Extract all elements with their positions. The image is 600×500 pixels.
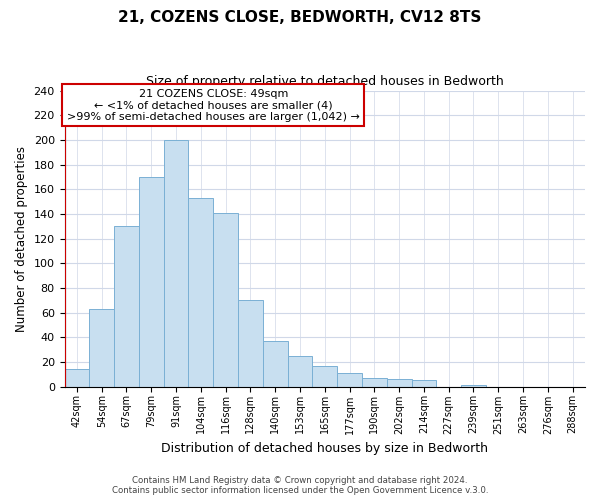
Bar (238, 300, 263, 386)
Bar (114, 226, 139, 386)
Title: Size of property relative to detached houses in Bedworth: Size of property relative to detached ho… (146, 75, 503, 88)
Bar (287, 356, 313, 386)
Bar (139, 177, 164, 386)
Bar (188, 198, 213, 386)
Bar (362, 378, 387, 386)
Text: 21 COZENS CLOSE: 49sqm
← <1% of detached houses are smaller (4)
>99% of semi-det: 21 COZENS CLOSE: 49sqm ← <1% of detached… (67, 89, 359, 122)
Y-axis label: Number of detached properties: Number of detached properties (15, 146, 28, 332)
Bar (337, 373, 362, 386)
Bar (213, 212, 238, 386)
Text: 21, COZENS CLOSE, BEDWORTH, CV12 8TS: 21, COZENS CLOSE, BEDWORTH, CV12 8TS (118, 10, 482, 25)
Bar (164, 140, 188, 386)
Bar (89, 309, 114, 386)
Bar (313, 366, 337, 386)
Bar (65, 370, 89, 386)
Bar (387, 379, 412, 386)
Bar (263, 341, 287, 386)
X-axis label: Distribution of detached houses by size in Bedworth: Distribution of detached houses by size … (161, 442, 488, 455)
Bar (412, 380, 436, 386)
Text: Contains HM Land Registry data © Crown copyright and database right 2024.
Contai: Contains HM Land Registry data © Crown c… (112, 476, 488, 495)
